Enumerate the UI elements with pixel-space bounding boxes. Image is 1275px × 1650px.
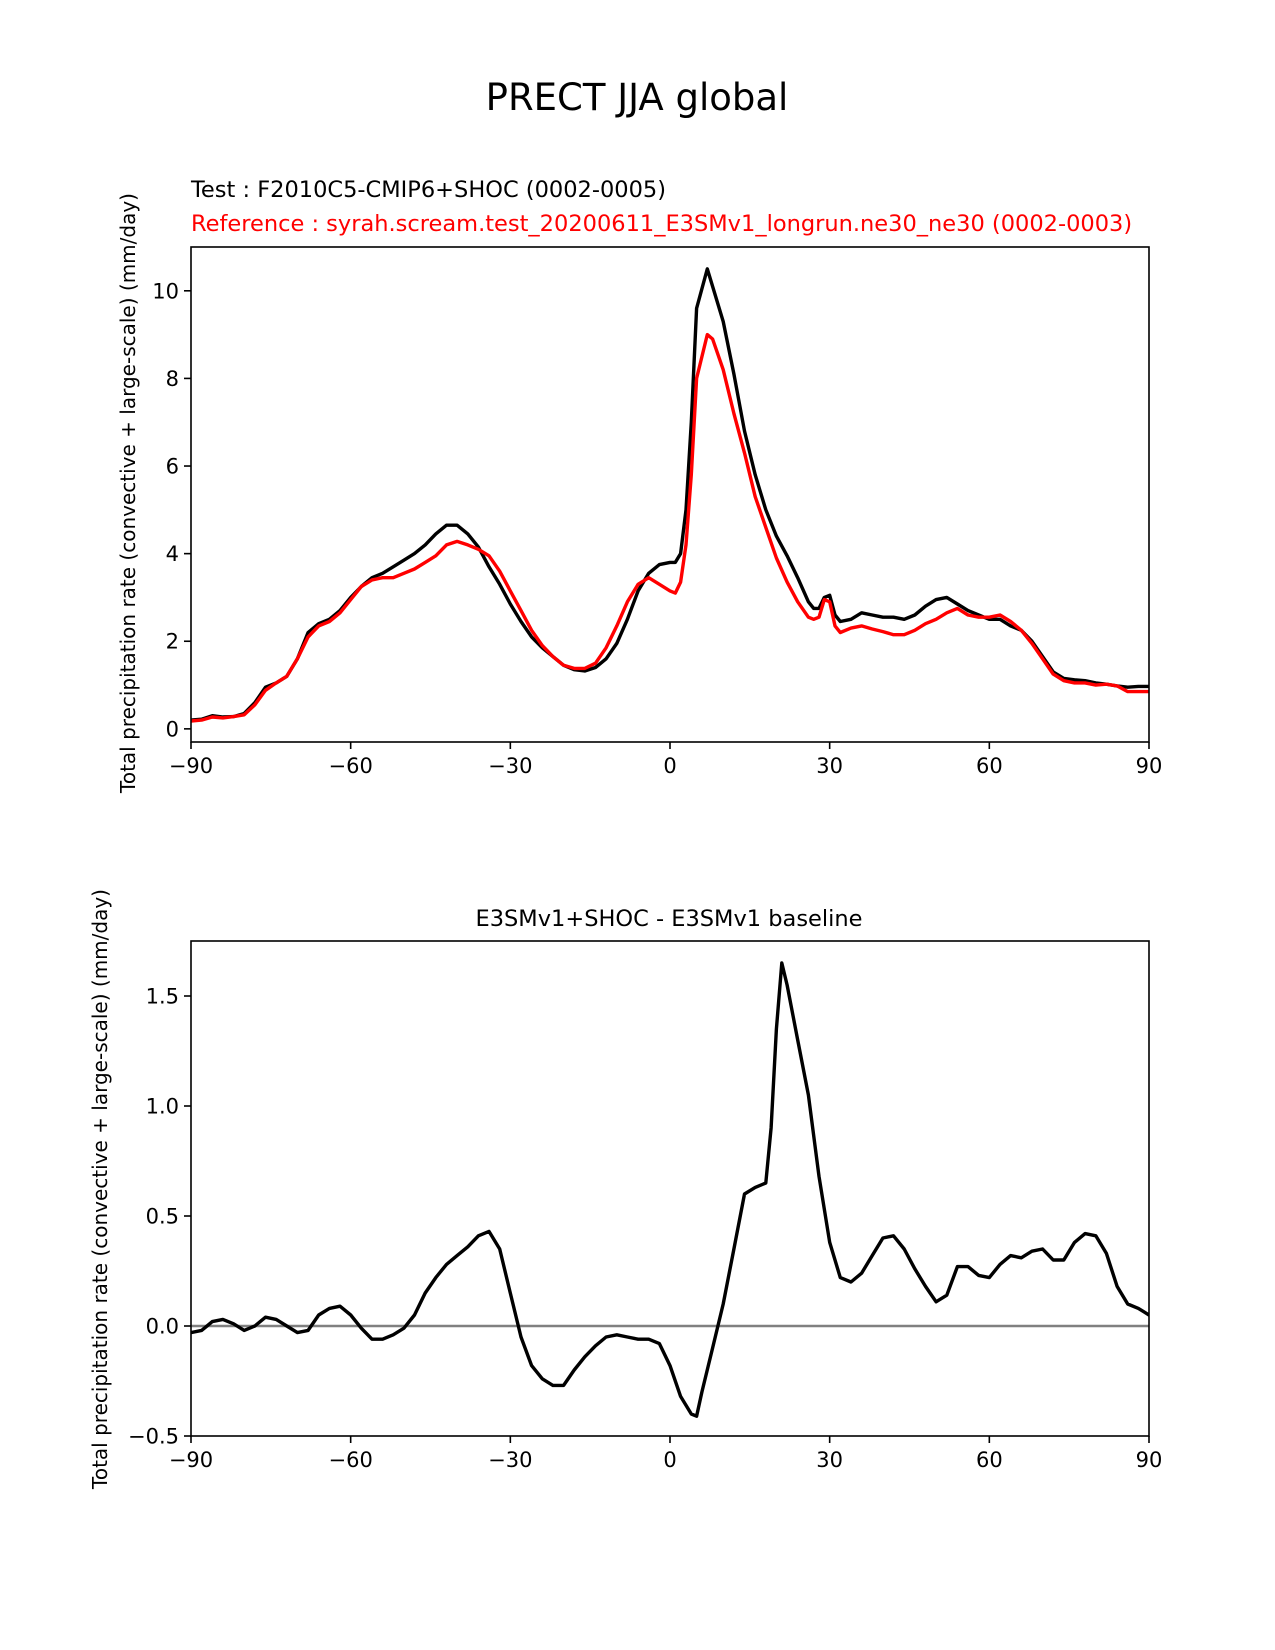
x-tick-label: −90 [169, 1448, 213, 1472]
x-tick-label: −90 [169, 754, 213, 778]
test-label: Test : F2010C5-CMIP6+SHOC (0002-0005) [190, 177, 666, 203]
y-tick-label: 8 [166, 367, 179, 391]
series-line-difference [191, 961, 1149, 1418]
x-tick-label: 0 [663, 754, 676, 778]
bottom-title: E3SMv1+SHOC - E3SMv1 baseline [475, 906, 862, 932]
bottom-panel: E3SMv1+SHOC - E3SMv1 baseline Total prec… [88, 889, 1162, 1490]
y-tick-label: 1.0 [146, 1095, 179, 1119]
y-tick-label: 1.5 [146, 985, 179, 1009]
y-tick-label: 10 [152, 279, 179, 303]
reference-label: Reference : syrah.scream.test_20200611_E… [191, 211, 1132, 237]
x-tick-label: 30 [816, 754, 843, 778]
y-tick-label: 0.0 [146, 1315, 179, 1339]
x-tick-label: 90 [1136, 1448, 1163, 1472]
x-tick-label: −30 [488, 754, 532, 778]
x-tick-label: −60 [329, 1448, 373, 1472]
y-tick-label: −0.5 [128, 1425, 179, 1449]
x-tick-label: −30 [488, 1448, 532, 1472]
figure-title: PRECT JJA global [486, 76, 789, 119]
x-tick-label: 0 [663, 1448, 676, 1472]
series-line-reference [191, 332, 1149, 723]
bottom-y-axis-label: Total precipitation rate (convective + l… [88, 889, 112, 1490]
y-tick-label: 6 [166, 455, 179, 479]
top-panel: Test : F2010C5-CMIP6+SHOC (0002-0005) Re… [116, 177, 1162, 794]
x-tick-label: 30 [816, 1448, 843, 1472]
y-tick-label: 0.5 [146, 1205, 179, 1229]
x-tick-label: 90 [1136, 754, 1163, 778]
y-tick-label: 0 [166, 717, 179, 741]
x-tick-label: 60 [976, 754, 1003, 778]
y-tick-label: 2 [166, 630, 179, 654]
x-tick-label: 60 [976, 1448, 1003, 1472]
top-y-axis-label: Total precipitation rate (convective + l… [116, 193, 140, 794]
y-tick-label: 4 [166, 542, 179, 566]
x-tick-label: −60 [329, 754, 373, 778]
